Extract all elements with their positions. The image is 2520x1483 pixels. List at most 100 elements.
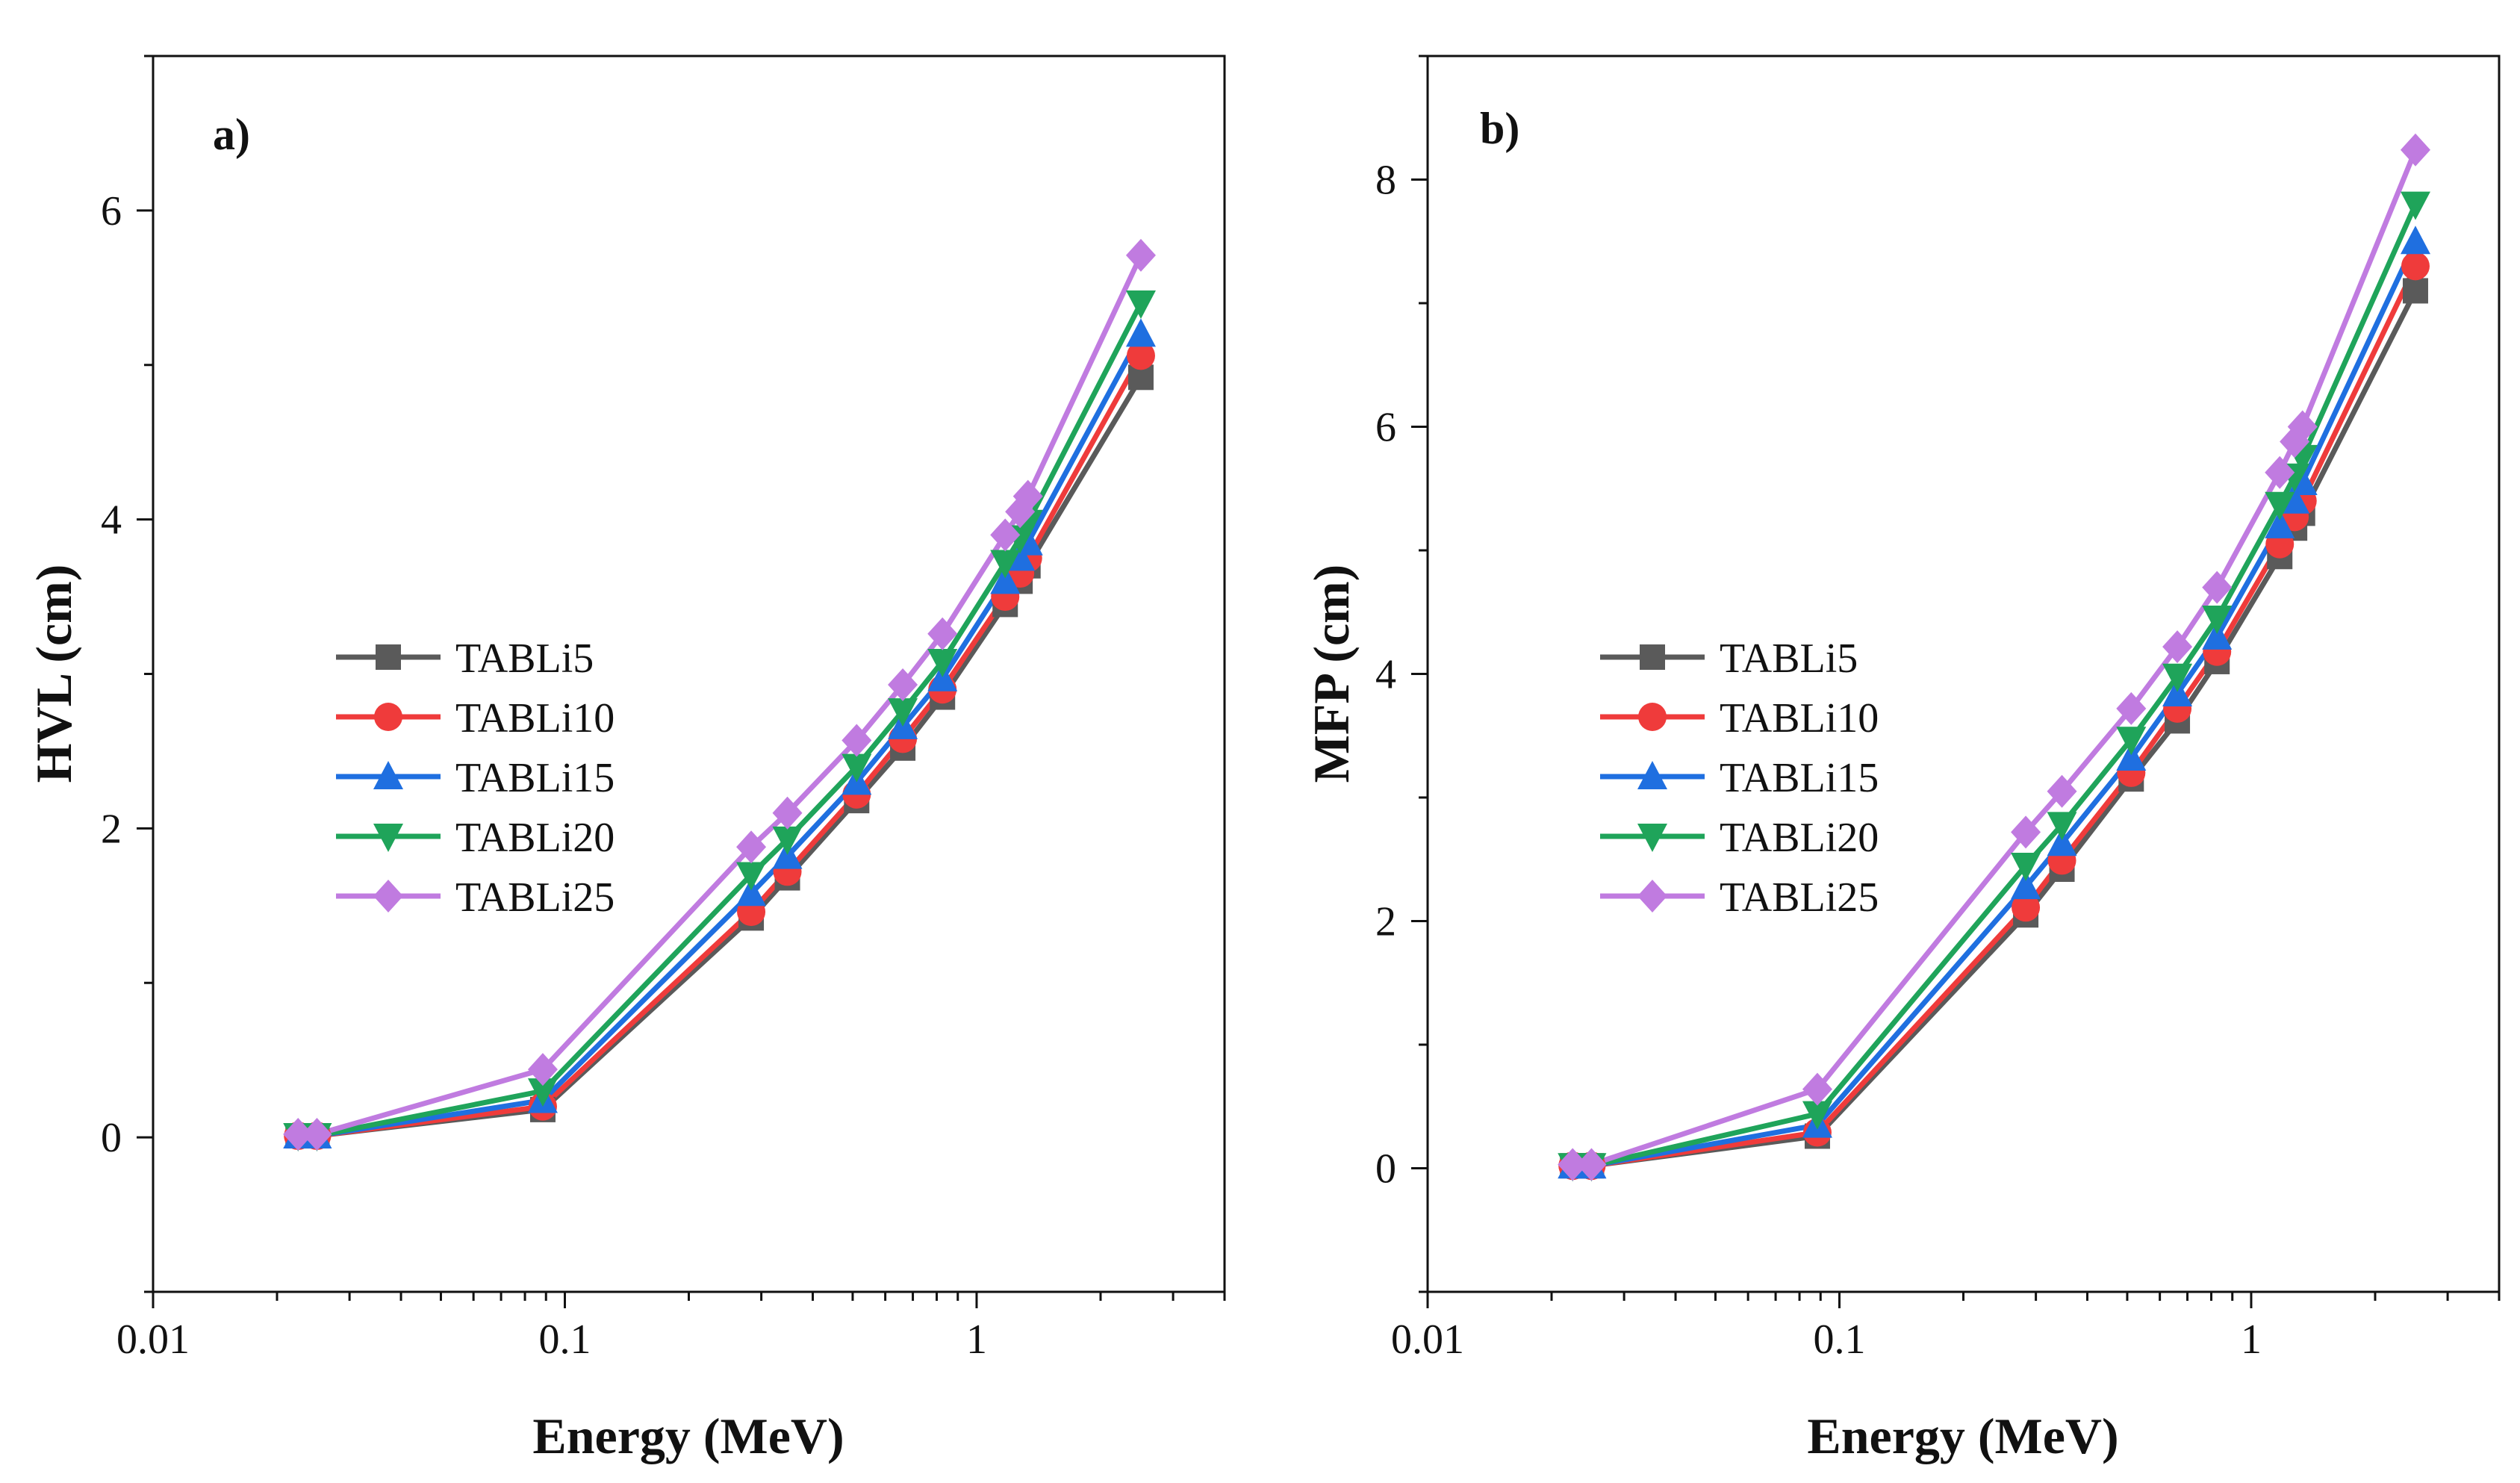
y-tick-label: 6	[101, 188, 122, 234]
data-point-tabli20	[2011, 853, 2041, 882]
legend-label: TABLi20	[1720, 815, 1879, 861]
data-point-tabli20	[990, 550, 1021, 579]
series-markers	[1558, 133, 2430, 1182]
data-point-tabli15	[2400, 226, 2430, 255]
legend-marker	[1637, 824, 1667, 852]
legend-item-tabli15: TABLi15	[1600, 755, 1879, 801]
data-point-tabli25	[283, 1117, 314, 1151]
x-axis-ticks: 0.01 0.1 1	[116, 1292, 1226, 1363]
data-point-tabli25	[1012, 479, 1043, 513]
legend-label: TABLi25	[455, 874, 615, 921]
data-point-tabli20	[841, 753, 872, 783]
data-point-tabli25	[527, 1053, 558, 1086]
legend-item-tabli15: TABLi15	[336, 755, 615, 801]
legend-marker	[373, 761, 403, 789]
legend: TABLi5 TABLi10 TABLi15 TABLi20 TABLi25	[1600, 635, 1879, 921]
data-point-tabli20	[927, 648, 958, 677]
data-point-tabli20	[888, 698, 918, 727]
data-point-tabli20	[2202, 606, 2233, 635]
legend-label: TABLi15	[1720, 755, 1879, 801]
data-point-tabli25	[2011, 815, 2041, 849]
y-tick-label: 8	[1375, 158, 1396, 204]
legend: TABLi5 TABLi10 TABLi15 TABLi20 TABLi25	[336, 635, 615, 921]
data-point-tabli20	[2047, 812, 2077, 841]
legend-label: TABLi10	[1720, 695, 1879, 742]
data-point-tabli25	[2265, 456, 2295, 489]
data-point-tabli15	[2116, 742, 2147, 771]
data-point-tabli15	[990, 565, 1021, 594]
legend-label: TABLi10	[455, 695, 615, 742]
y-tick-label: 4	[101, 497, 122, 544]
legend-marker	[376, 644, 401, 670]
legend-item-tabli20: TABLi20	[1600, 815, 1879, 861]
panel-label: b)	[1480, 104, 1519, 153]
data-point-tabli20	[736, 862, 767, 891]
data-point-tabli25	[1125, 238, 1156, 272]
data-point-tabli20	[1802, 1101, 1832, 1130]
legend-marker	[1640, 644, 1665, 670]
y-tick-label: 0	[1375, 1146, 1396, 1193]
legend-marker	[1638, 703, 1667, 731]
data-point-tabli15	[2265, 509, 2295, 538]
data-point-tabli25	[736, 830, 767, 864]
legend-marker	[373, 824, 403, 852]
x-tick-label: 0.1	[1813, 1316, 1865, 1363]
legend-marker	[374, 703, 402, 731]
data-point-tabli5	[2402, 278, 2428, 304]
legend-marker	[1637, 761, 1667, 789]
series-markers	[283, 238, 1156, 1152]
data-point-tabli25	[888, 668, 918, 701]
data-point-tabli10	[1126, 341, 1155, 370]
legend-label: TABLi5	[1720, 635, 1858, 682]
data-point-tabli25	[1558, 1148, 1588, 1181]
y-axis-ticks: 0 2 4 6	[101, 55, 153, 1293]
data-point-tabli25	[2116, 691, 2147, 725]
legend-label: TABLi15	[455, 755, 615, 801]
legend-item-tabli10: TABLi10	[1600, 695, 1879, 742]
data-point-tabli20	[2116, 727, 2147, 756]
y-axis-title: MFP (cm)	[1303, 565, 1360, 783]
y-axis-title: HVL (cm)	[25, 565, 82, 783]
data-point-tabli20	[772, 826, 803, 855]
x-axis-title: Energy (MeV)	[1807, 1408, 2118, 1464]
data-point-tabli20	[527, 1078, 558, 1107]
data-point-tabli20	[2400, 191, 2430, 220]
x-tick-label: 0.01	[1391, 1316, 1464, 1363]
data-point-tabli25	[2202, 570, 2233, 604]
legend-label: TABLi25	[1720, 874, 1879, 921]
x-tick-label: 1	[2241, 1316, 2262, 1363]
x-axis-title: Energy (MeV)	[532, 1408, 844, 1464]
data-point-tabli25	[2047, 774, 2077, 808]
y-axis-ticks: 0 2 4 6 8	[1375, 55, 1428, 1293]
data-point-tabli25	[2162, 630, 2193, 664]
legend-marker	[1637, 880, 1667, 913]
data-point-tabli20	[2265, 491, 2295, 520]
data-point-tabli15	[2162, 677, 2193, 706]
data-point-tabli20	[2162, 663, 2193, 692]
y-tick-label: 0	[101, 1115, 122, 1161]
legend-item-tabli5: TABLi5	[336, 635, 594, 682]
y-tick-label: 2	[101, 806, 122, 852]
y-tick-label: 4	[1375, 652, 1396, 698]
data-point-tabli25	[841, 724, 872, 757]
panel-a-hvl-chart: 0.01 0.1 1 0 2 4 6 TABLi5 TABLi10 TABLi15 TABLi2…	[25, 55, 1226, 1464]
data-point-tabli15	[2202, 621, 2233, 650]
y-tick-label: 2	[1375, 899, 1396, 945]
data-point-tabli25	[772, 796, 803, 830]
x-tick-label: 1	[966, 1316, 987, 1363]
data-point-tabli25	[302, 1117, 332, 1151]
legend-item-tabli25: TABLi25	[336, 874, 615, 921]
data-point-tabli25	[990, 518, 1021, 552]
y-tick-label: 6	[1375, 405, 1396, 451]
x-tick-label: 0.1	[538, 1316, 591, 1363]
legend-marker	[373, 880, 403, 913]
data-point-tabli15	[2280, 485, 2310, 514]
x-axis-ticks: 0.01 0.1 1	[1391, 1292, 2501, 1363]
legend-label: TABLi20	[455, 815, 615, 861]
panel-label: a)	[213, 110, 250, 159]
data-point-tabli25	[1802, 1072, 1832, 1106]
data-point-tabli15	[1125, 318, 1156, 347]
data-point-tabli10	[2012, 893, 2041, 922]
